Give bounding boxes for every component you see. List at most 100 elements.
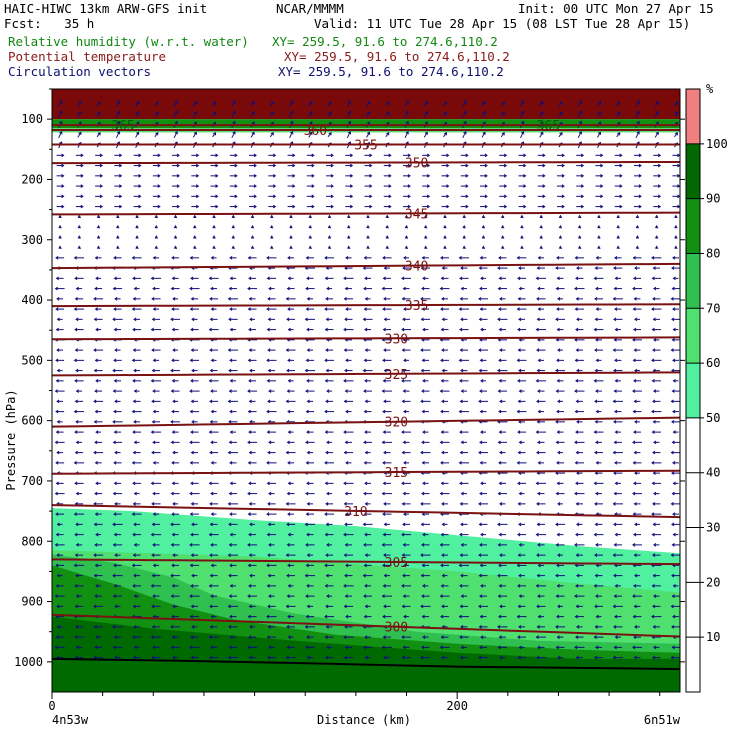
- vector-arrow: [537, 409, 544, 414]
- vector-arrow: [132, 430, 142, 434]
- vector-arrow: [268, 645, 275, 650]
- vector-arrow: [499, 194, 508, 199]
- vector-arrow: [363, 440, 373, 445]
- vector-arrow: [479, 594, 487, 598]
- vector-arrow: [651, 256, 662, 260]
- vector-arrow: [420, 450, 431, 455]
- vector-arrow: [651, 358, 662, 363]
- vector-arrow: [93, 625, 103, 629]
- vector-arrow: [93, 450, 104, 455]
- vector-arrow: [575, 327, 584, 332]
- vector-arrow: [267, 502, 276, 506]
- vector-arrow: [364, 553, 371, 557]
- vector-arrow: [344, 266, 353, 270]
- vector-arrow: [250, 100, 255, 107]
- vector-arrow: [189, 256, 200, 260]
- vector-arrow: [364, 163, 373, 168]
- vector-arrow: [420, 604, 431, 609]
- vector-arrow: [555, 317, 565, 322]
- vector-arrow: [210, 256, 217, 260]
- vector-arrow: [480, 481, 486, 486]
- vector-arrow: [77, 245, 81, 249]
- vector-arrow: [632, 409, 642, 414]
- y-tick-label: 500: [21, 353, 43, 367]
- vector-arrow: [287, 153, 296, 158]
- vector-arrow: [210, 204, 219, 209]
- vector-arrow: [75, 543, 83, 547]
- vector-arrow: [401, 635, 412, 639]
- vector-arrow: [403, 461, 410, 465]
- vector-arrow: [672, 307, 679, 311]
- vector-arrow: [151, 317, 161, 322]
- vector-arrow: [401, 481, 412, 486]
- vector-arrow: [516, 614, 527, 619]
- vector-arrow: [287, 256, 295, 260]
- vector-arrow: [651, 276, 661, 281]
- colorbar-label: 90: [706, 192, 720, 206]
- vector-arrow: [287, 307, 295, 311]
- vector-arrow: [632, 389, 642, 393]
- vector-arrow: [268, 174, 277, 178]
- vector-arrow: [479, 358, 487, 363]
- vector-arrow: [498, 409, 507, 414]
- vector-arrow: [249, 184, 257, 188]
- vector-arrow: [516, 563, 527, 568]
- vector-arrow: [401, 297, 411, 301]
- vector-arrow: [305, 440, 315, 445]
- vector-arrow: [385, 225, 389, 229]
- vector-arrow: [114, 204, 123, 209]
- vector-arrow: [152, 358, 160, 363]
- vector-arrow: [671, 420, 680, 424]
- vector-arrow: [191, 420, 198, 424]
- vector-arrow: [614, 409, 622, 414]
- colorbar-band: [686, 89, 700, 144]
- vector-arrow: [132, 502, 141, 506]
- vector-arrow: [616, 245, 620, 249]
- vector-arrow: [439, 491, 450, 496]
- vector-arrow: [287, 379, 294, 383]
- vector-arrow: [56, 553, 64, 557]
- vector-arrow: [151, 502, 161, 506]
- vector-arrow: [479, 163, 488, 168]
- vector-arrow: [613, 440, 622, 445]
- vector-arrow: [366, 100, 371, 107]
- vector-arrow: [95, 584, 102, 588]
- vector-arrow: [594, 522, 603, 527]
- vector-arrow: [383, 194, 392, 199]
- vector-arrow: [363, 358, 372, 363]
- vector-arrow: [54, 440, 65, 445]
- vector-arrow: [191, 522, 198, 527]
- vector-arrow: [575, 553, 583, 557]
- vector-arrow: [537, 194, 546, 199]
- vector-arrow: [267, 450, 276, 455]
- vector-arrow: [326, 491, 333, 496]
- vector-arrow: [135, 111, 140, 118]
- vector-arrow: [58, 100, 63, 108]
- vector-arrow: [613, 471, 623, 475]
- vector-arrow: [517, 635, 526, 639]
- vector-arrow: [305, 256, 315, 260]
- vector-arrow: [402, 522, 411, 527]
- vector-arrow: [266, 481, 277, 486]
- vector-arrow: [671, 594, 680, 598]
- vector-arrow: [556, 184, 565, 188]
- vector-arrow: [135, 235, 139, 239]
- vector-arrow: [653, 543, 660, 547]
- vector-arrow: [539, 214, 543, 219]
- vector-arrow: [305, 307, 315, 311]
- vector-arrow: [674, 225, 678, 229]
- vector-arrow: [420, 297, 431, 301]
- vector-arrow: [209, 502, 219, 506]
- vector-arrow: [633, 481, 641, 486]
- vector-arrow: [651, 409, 662, 414]
- vector-arrow: [558, 132, 563, 138]
- vector-arrow: [345, 163, 354, 168]
- theta-label-345: 345: [405, 207, 428, 222]
- vector-arrow: [172, 399, 179, 404]
- vector-arrow: [170, 389, 180, 393]
- vector-arrow: [422, 174, 431, 178]
- vector-arrow: [556, 194, 565, 199]
- vector-arrow: [633, 430, 641, 434]
- vector-arrow: [595, 256, 602, 260]
- vector-arrow: [326, 594, 333, 598]
